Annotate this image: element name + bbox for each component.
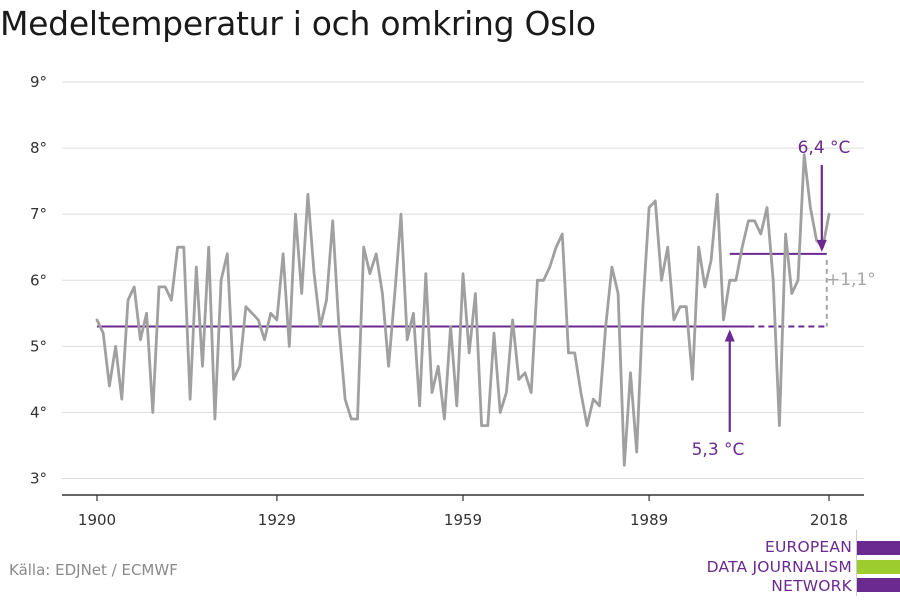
y-axis-ticks: 3° 4° 5° 6° 7° 8° 9° xyxy=(30,73,47,488)
y-tick-label: 6° xyxy=(30,271,47,289)
logo-bar-purple-bottom xyxy=(857,578,900,592)
difference-label: +1,1° xyxy=(826,270,876,290)
annotation-labels: 6,4 °C 5,3 °C +1,1° xyxy=(692,138,876,460)
x-axis: 1900 1929 1959 1989 2018 xyxy=(62,494,864,529)
logo-bar-purple-top xyxy=(857,541,900,555)
y-tick-label: 4° xyxy=(30,403,47,421)
logo-line-3: NETWORK xyxy=(771,577,852,595)
x-tick-label: 1989 xyxy=(630,511,668,529)
y-tick-label: 9° xyxy=(30,73,47,91)
series-layer xyxy=(95,153,831,467)
temperature-series-line xyxy=(95,153,831,467)
x-tick-label: 1900 xyxy=(78,511,116,529)
logo-text: EUROPEAN DATA JOURNALISM NETWORK xyxy=(707,538,852,597)
logo-line-2: DATA JOURNALISM xyxy=(706,557,852,576)
baseline-label: 5,3 °C xyxy=(692,440,745,460)
x-tick-label: 2018 xyxy=(810,511,848,529)
logo-divider xyxy=(856,530,857,596)
y-tick-label: 5° xyxy=(30,337,47,355)
y-tick-label: 8° xyxy=(30,139,47,157)
logo-line-1: EUROPEAN xyxy=(764,538,852,556)
y-tick-label: 7° xyxy=(30,205,47,223)
x-tick-label: 1929 xyxy=(258,511,296,529)
x-tick-label: 1959 xyxy=(444,511,482,529)
recent-mean-label: 6,4 °C xyxy=(798,138,851,158)
source-note: Källa: EDJNet / ECMWF xyxy=(9,561,178,579)
edjnet-logo[interactable]: EUROPEAN DATA JOURNALISM NETWORK xyxy=(700,530,900,596)
baseline-arrow-head xyxy=(724,329,735,342)
recent-mean-arrow-head xyxy=(816,239,827,252)
chart-title: Medeltemperatur i och omkring Oslo xyxy=(0,4,596,43)
y-tick-label: 3° xyxy=(30,470,47,488)
logo-bar-green xyxy=(857,560,900,574)
